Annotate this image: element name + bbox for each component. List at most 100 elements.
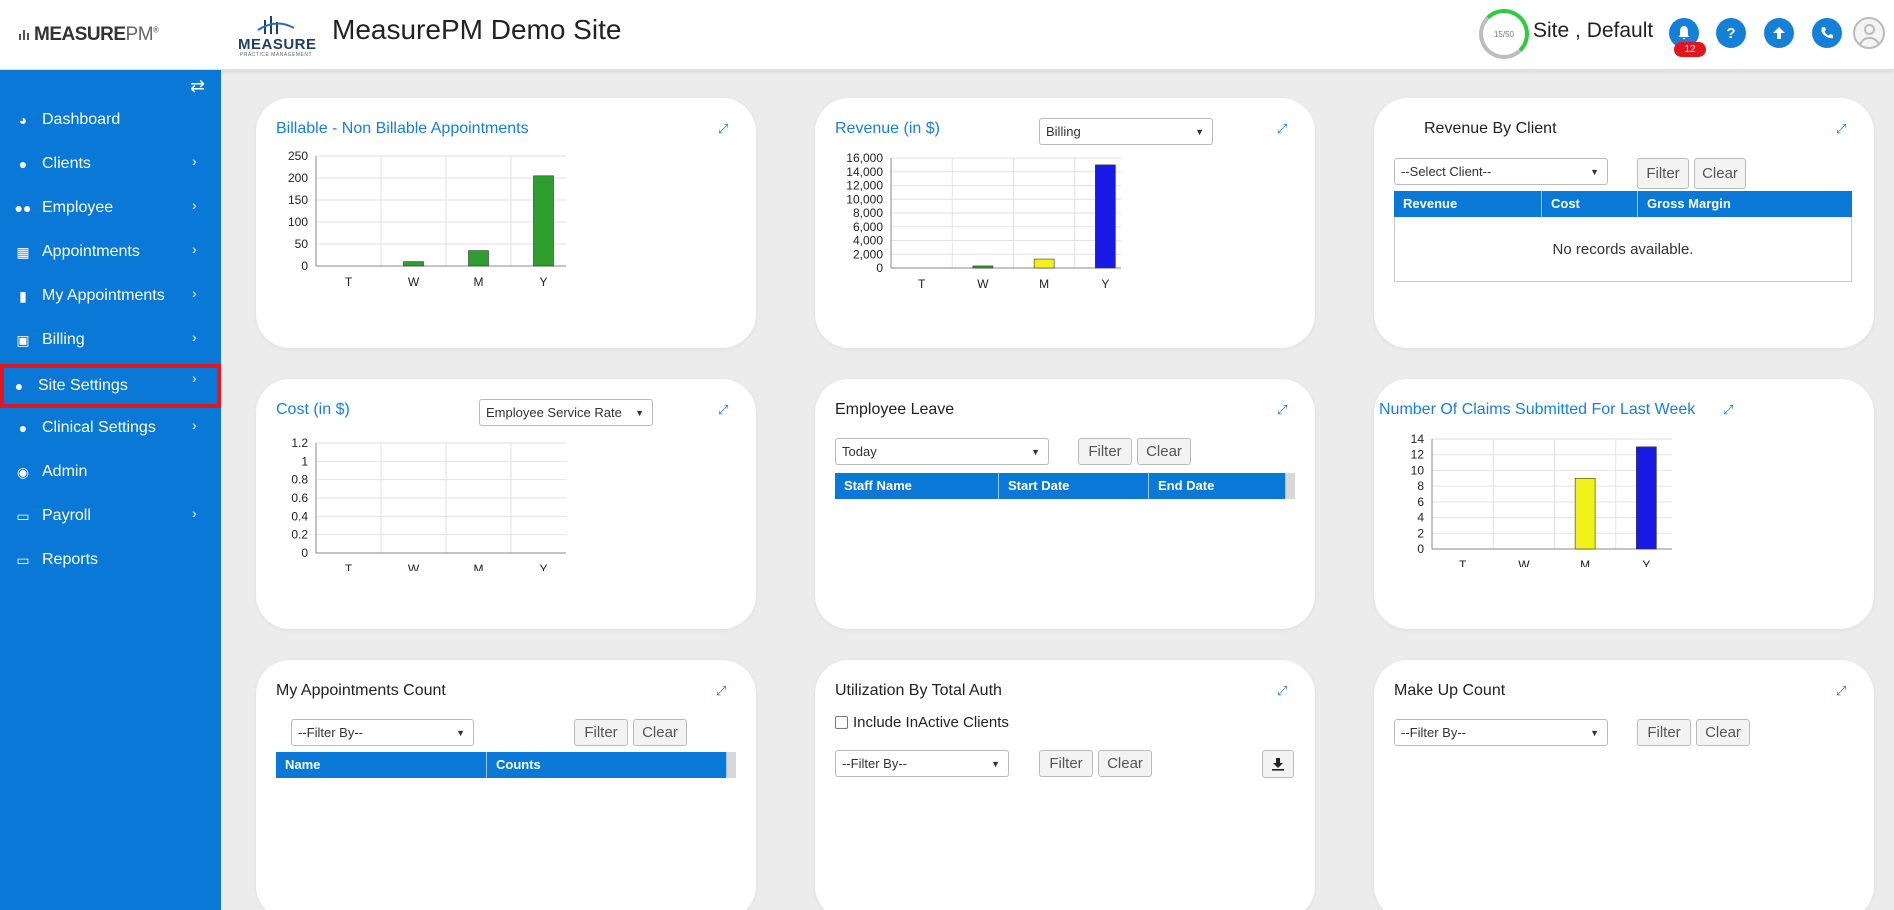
bar	[972, 265, 994, 269]
phone-icon	[1821, 27, 1833, 39]
sidebar-item-my-appointments[interactable]: ▮ My Appointments ›	[0, 276, 221, 316]
expand-icon[interactable]: ⤢	[1836, 683, 1847, 698]
appointments-filter-select[interactable]: --Filter By-- ▼	[291, 719, 474, 746]
clear-button[interactable]: Clear	[1696, 719, 1750, 746]
bar	[533, 175, 554, 267]
y-tick-label: 14,000	[846, 165, 883, 179]
user-icon: ●	[18, 156, 28, 172]
select-value: Employee Service Rate	[486, 405, 622, 420]
sidebar-item-label: Reports	[42, 551, 99, 568]
expand-icon[interactable]: ⤢	[1277, 402, 1288, 417]
brand-logo[interactable]: MEASUREPM®	[18, 24, 159, 46]
widget-cost: Cost (in $) Employee Service Rate ▼ ⤢ 0 0…	[256, 379, 756, 629]
makeup-filter-select[interactable]: --Filter By-- ▼	[1394, 719, 1608, 746]
x-tick-label: M	[1580, 558, 1590, 567]
select-value: --Select Client--	[1401, 164, 1492, 179]
clear-button[interactable]: Clear	[1098, 750, 1152, 777]
sidebar-item-appointments[interactable]: ▦ Appointments ›	[0, 232, 221, 272]
sidebar-item-employee[interactable]: ●● Employee ›	[0, 188, 221, 228]
expand-icon[interactable]: ⤢	[718, 121, 729, 136]
widget-title[interactable]: Revenue (in $)	[835, 120, 940, 137]
expand-icon[interactable]: ⤢	[1277, 683, 1288, 698]
sidebar-item-payroll[interactable]: ▭ Payroll ›	[0, 496, 221, 536]
y-tick-label: 0	[301, 546, 308, 560]
avatar[interactable]	[1853, 17, 1885, 49]
support-call-button[interactable]	[1812, 18, 1842, 48]
client-select[interactable]: --Select Client-- ▼	[1394, 158, 1608, 185]
widget-title: Employee Leave	[835, 401, 955, 418]
caret-down-icon: ▼	[456, 728, 465, 738]
chevron-right-icon: ›	[192, 329, 197, 345]
filter-button[interactable]: Filter	[1078, 438, 1132, 465]
leave-period-select[interactable]: Today ▼	[835, 438, 1049, 465]
clear-button[interactable]: Clear	[1137, 438, 1191, 465]
sidebar-item-site-settings[interactable]: ● Site Settings ›	[0, 364, 221, 408]
column-header[interactable]: Name	[276, 752, 487, 778]
help-button[interactable]: ?	[1716, 18, 1746, 48]
sidebar-item-clinical-settings[interactable]: ● Clinical Settings ›	[0, 408, 221, 448]
caret-down-icon: ▼	[635, 408, 644, 418]
include-inactive-checkbox[interactable]	[835, 716, 848, 729]
expand-icon[interactable]: ⤢	[1836, 121, 1847, 136]
x-tick-label: W	[408, 562, 420, 571]
sidebar-item-reports[interactable]: ▭ Reports	[0, 540, 221, 580]
sidebar-item-label: Admin	[42, 463, 88, 480]
widget-title[interactable]: Billable - Non Billable Appointments	[276, 120, 529, 137]
sidebar-item-admin[interactable]: ◉ Admin	[0, 452, 221, 492]
column-header[interactable]: Cost	[1542, 191, 1638, 217]
bar	[1574, 477, 1596, 550]
filter-button[interactable]: Filter	[1637, 158, 1689, 189]
user-icon: ●	[14, 378, 24, 394]
clear-button[interactable]: Clear	[1694, 158, 1746, 189]
user-name[interactable]: Site , Default	[1533, 19, 1654, 42]
brand-bars-icon	[19, 30, 29, 40]
expand-icon[interactable]: ⤢	[1723, 402, 1734, 417]
widget-title[interactable]: Cost (in $)	[276, 401, 350, 418]
column-header[interactable]: Staff Name	[835, 473, 999, 499]
y-tick-label: 16,000	[846, 151, 883, 165]
cost-type-select[interactable]: Employee Service Rate ▼	[479, 399, 653, 426]
grid-scrollbar[interactable]	[727, 752, 736, 778]
filter-button[interactable]: Filter	[1039, 750, 1093, 777]
sidebar-item-dashboard[interactable]: ◕ Dashboard	[0, 100, 221, 140]
expand-icon[interactable]: ⤢	[718, 402, 729, 417]
credit-card-icon: ▭	[16, 507, 30, 524]
y-tick-label: 150	[288, 193, 308, 207]
y-tick-label: 250	[288, 149, 308, 163]
column-header[interactable]: Gross Margin	[1647, 196, 1731, 211]
grid-scrollbar[interactable]	[1286, 473, 1295, 499]
arrow-up-icon	[1773, 27, 1785, 39]
x-tick-label: Y	[1642, 558, 1650, 567]
chevron-right-icon: ›	[192, 153, 197, 169]
y-tick-label: 8,000	[853, 206, 883, 220]
column-header[interactable]: End Date	[1149, 473, 1286, 499]
expand-icon[interactable]: ⤢	[1277, 121, 1288, 136]
filter-button[interactable]: Filter	[574, 719, 628, 746]
widget-title[interactable]: Number Of Claims Submitted For Last Week	[1379, 401, 1696, 418]
sidebar-item-label: Clinical Settings	[42, 419, 156, 436]
x-tick-label: W	[408, 275, 420, 289]
filter-button[interactable]: Filter	[1637, 719, 1691, 746]
appointments-grid-header: Name Counts	[276, 752, 736, 778]
y-tick-label: 14	[1411, 432, 1425, 446]
sidebar-toggle-icon[interactable]: ⇄	[190, 76, 206, 96]
widget-make-up-count: Make Up Count ⤢ --Filter By-- ▼ Filter C…	[1374, 660, 1874, 910]
user-circle-icon: ◉	[16, 463, 30, 480]
y-tick-label: 6,000	[853, 220, 883, 234]
sidebar-item-clients[interactable]: ● Clients ›	[0, 144, 221, 184]
clear-button[interactable]: Clear	[633, 719, 687, 746]
column-header[interactable]: Counts	[487, 752, 727, 778]
sidebar-item-billing[interactable]: ▣ Billing ›	[0, 320, 221, 360]
expand-icon[interactable]: ⤢	[716, 683, 727, 698]
y-tick-label: 0.2	[291, 528, 308, 542]
column-header[interactable]: Revenue	[1394, 191, 1542, 217]
column-header[interactable]: Start Date	[999, 473, 1149, 499]
y-tick-label: 0	[1417, 542, 1424, 556]
download-button[interactable]	[1262, 750, 1294, 778]
revenue-type-select[interactable]: Billing ▼	[1039, 118, 1213, 145]
upload-button[interactable]	[1764, 18, 1794, 48]
notification-badge: 12	[1674, 42, 1706, 57]
page-title: MeasurePM Demo Site	[332, 14, 622, 45]
caret-down-icon: ▼	[1195, 127, 1204, 137]
utilization-filter-select[interactable]: --Filter By-- ▼	[835, 750, 1009, 777]
